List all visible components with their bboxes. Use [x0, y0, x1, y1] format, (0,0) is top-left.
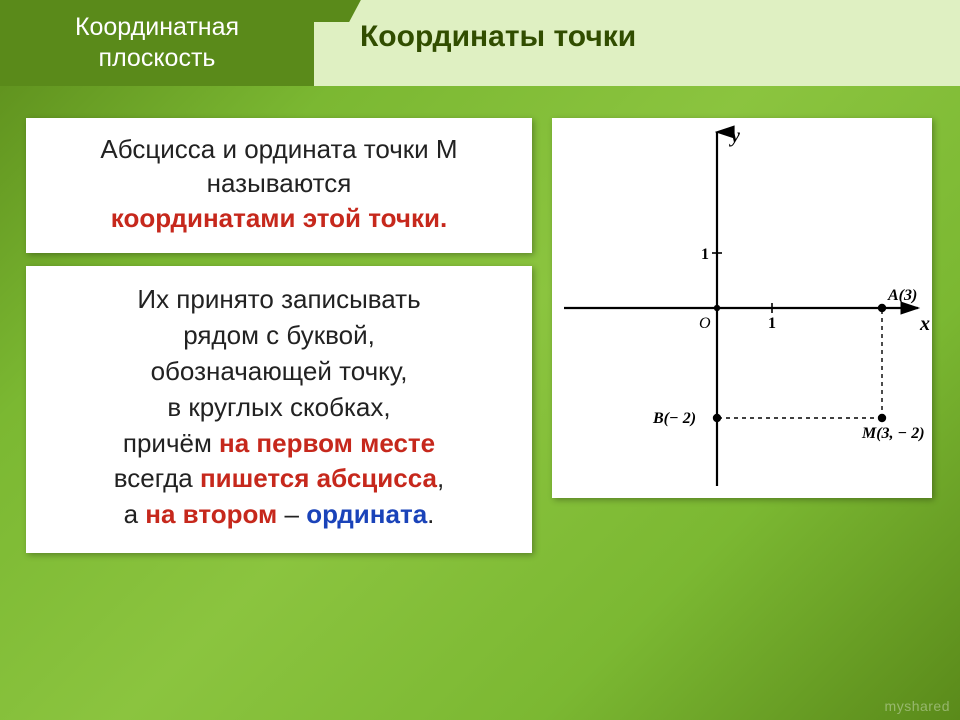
tab-line1: Координатная	[75, 12, 239, 43]
svg-text:1: 1	[768, 315, 776, 332]
c2-l5a: причём	[123, 428, 219, 458]
c2-l4: в круглых скобках,	[34, 390, 524, 426]
c2-l6c: ,	[437, 463, 444, 493]
svg-text:x: x	[919, 313, 930, 335]
c2-l6b: пишется абсцисса	[200, 463, 437, 493]
c2-l6: всегда пишется абсцисса,	[34, 461, 524, 497]
def-line2: называются	[34, 166, 524, 200]
c2-l2: рядом с буквой,	[34, 318, 524, 354]
definition-card: Абсцисса и ордината точки M называются к…	[26, 118, 532, 253]
c2-l7e: .	[427, 499, 434, 529]
svg-text:M(3, − 2): M(3, − 2)	[861, 425, 925, 442]
coordinate-plane-svg: x y O 1 1 A(3) B(− 2) M(3, − 2)	[552, 118, 932, 498]
tab-line2: плоскость	[99, 43, 216, 74]
c2-l5b: на первом месте	[219, 428, 435, 458]
c2-l1: Их принято записывать	[34, 282, 524, 318]
def-line3: координатами этой точки.	[34, 201, 524, 235]
def-line1: Абсцисса и ордината точки M	[34, 132, 524, 166]
c2-l7a: а	[124, 499, 146, 529]
page-title: Координаты точки	[360, 20, 636, 54]
c2-l5: причём на первом месте	[34, 426, 524, 462]
svg-text:O: O	[699, 315, 711, 332]
watermark: myshared	[885, 698, 950, 714]
c2-l7c: –	[277, 499, 306, 529]
c2-l7: а на втором – ордината.	[34, 497, 524, 533]
notation-card: Их принято записывать рядом с буквой, об…	[26, 266, 532, 553]
c2-l6a: всегда	[114, 463, 200, 493]
c2-l7b: на втором	[145, 499, 277, 529]
svg-text:y: y	[729, 125, 740, 147]
svg-text:1: 1	[701, 246, 709, 263]
c2-l7d: ордината	[306, 499, 427, 529]
c2-l3: обозначающей точку,	[34, 354, 524, 390]
section-tab: Координатная плоскость	[0, 0, 314, 86]
svg-text:A(3): A(3)	[887, 287, 917, 304]
svg-text:B(− 2): B(− 2)	[652, 410, 696, 427]
coordinate-plane: x y O 1 1 A(3) B(− 2) M(3, − 2)	[552, 118, 932, 498]
